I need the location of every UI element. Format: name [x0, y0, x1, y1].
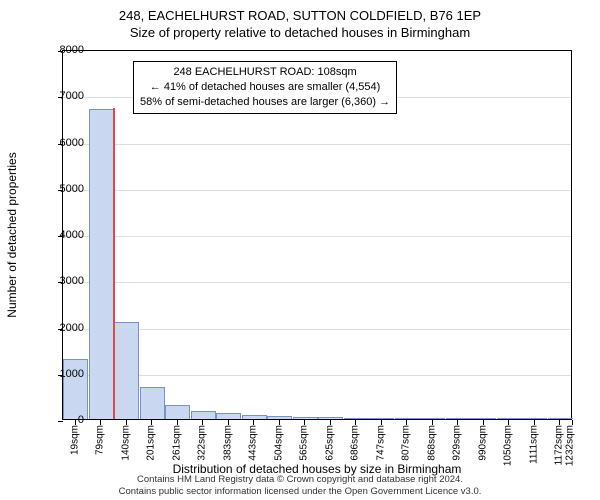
histogram-bar	[548, 418, 573, 419]
histogram-bar	[140, 387, 165, 419]
y-tick-label: 4000	[44, 229, 84, 241]
histogram-bar	[369, 418, 394, 419]
gridline	[63, 282, 571, 283]
x-tick-label: 747sqm	[375, 425, 386, 461]
y-tick-label: 8000	[44, 44, 84, 56]
attribution-line2: Contains public sector information licen…	[0, 486, 600, 498]
x-tick-label: 1172sqm	[554, 425, 565, 465]
x-tick-label: 929sqm	[452, 425, 463, 461]
gridline	[63, 236, 571, 237]
chart-title-sub: Size of property relative to detached ho…	[0, 23, 600, 40]
x-tick-label: 807sqm	[401, 425, 412, 461]
y-tick-label: 6000	[44, 137, 84, 149]
histogram-bar	[165, 405, 190, 419]
x-tick-label: 1232sqm	[565, 425, 576, 466]
x-tick-label: 140sqm	[120, 425, 131, 461]
annotation-line3: 58% of semi-detached houses are larger (…	[140, 95, 390, 110]
chart-title-main: 248, EACHELHURST ROAD, SUTTON COLDFIELD,…	[0, 0, 600, 23]
histogram-bar	[446, 418, 471, 419]
histogram-bar	[497, 418, 522, 419]
histogram-bar	[318, 417, 343, 419]
x-tick-label: 79sqm	[95, 425, 106, 455]
annotation-box: 248 EACHELHURST ROAD: 108sqm← 41% of det…	[133, 61, 397, 114]
y-axis-label: Number of detached properties	[5, 152, 19, 317]
y-tick-label: 7000	[44, 90, 84, 102]
y-tick-label: 1000	[44, 368, 84, 380]
histogram-bar	[267, 416, 292, 419]
x-tick-label: 686sqm	[350, 425, 361, 461]
plot-inner: 248 EACHELHURST ROAD: 108sqm← 41% of det…	[62, 50, 572, 420]
histogram-bar	[216, 413, 241, 419]
histogram-bar	[191, 411, 216, 419]
y-tick-label: 0	[44, 414, 84, 426]
histogram-bar	[242, 415, 267, 419]
annotation-line1: 248 EACHELHURST ROAD: 108sqm	[140, 65, 390, 80]
histogram-bar	[471, 418, 496, 419]
x-tick-label: 1111sqm	[528, 425, 539, 464]
gridline	[63, 190, 571, 191]
attribution: Contains HM Land Registry data © Crown c…	[0, 474, 600, 498]
x-tick-label: 990sqm	[477, 425, 488, 461]
histogram-bar	[293, 417, 318, 419]
x-tick-label: 625sqm	[324, 425, 335, 461]
x-tick-label: 261sqm	[171, 425, 182, 461]
x-tick-label: 504sqm	[273, 425, 284, 461]
x-tick-label: 1050sqm	[503, 425, 514, 466]
y-tick-label: 5000	[44, 183, 84, 195]
x-tick-label: 868sqm	[426, 425, 437, 461]
x-tick-label: 322sqm	[197, 425, 208, 461]
plot-area: 248 EACHELHURST ROAD: 108sqm← 41% of det…	[62, 50, 572, 420]
attribution-line1: Contains HM Land Registry data © Crown c…	[0, 474, 600, 486]
gridline	[63, 144, 571, 145]
y-tick-label: 3000	[44, 275, 84, 287]
histogram-bar	[114, 322, 139, 419]
x-tick-label: 443sqm	[248, 425, 259, 461]
x-tick-label: 19sqm	[69, 425, 80, 455]
histogram-bar	[89, 109, 114, 419]
histogram-bar	[344, 418, 369, 419]
y-tick-label: 2000	[44, 322, 84, 334]
histogram-bar	[395, 418, 420, 419]
annotation-line2: ← 41% of detached houses are smaller (4,…	[140, 80, 390, 95]
x-tick-label: 383sqm	[222, 425, 233, 461]
histogram-bar	[420, 418, 445, 419]
histogram-bar	[522, 418, 547, 419]
x-tick-label: 565sqm	[299, 425, 310, 461]
x-tick-label: 201sqm	[146, 425, 157, 461]
subject-marker-line	[113, 108, 115, 419]
